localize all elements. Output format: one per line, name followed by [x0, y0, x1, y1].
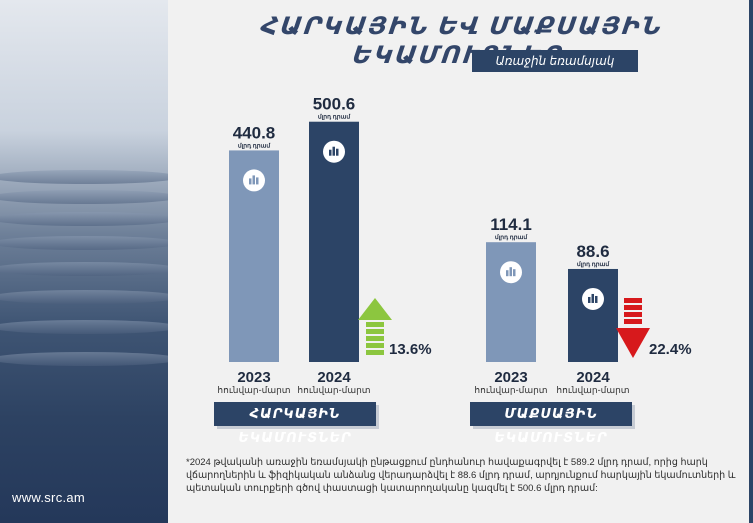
- change-percent: 22.4%: [649, 341, 692, 358]
- down-arrow-segment: [624, 319, 642, 324]
- value-label: 114.1: [490, 215, 532, 234]
- unit-label: մլրդ դրամ: [238, 142, 271, 149]
- right-border: [749, 0, 753, 523]
- chart-icon-bar: [336, 148, 339, 156]
- chart-icon-bar: [329, 149, 332, 156]
- period-sub-label: հունվար-մարտ: [217, 385, 290, 395]
- up-arrow-icon: [358, 298, 392, 320]
- chart-icon-bar: [513, 269, 516, 277]
- chart-icon-bar: [595, 295, 598, 303]
- change-percent: 13.6%: [389, 341, 432, 358]
- customs-revenue-label: ՄԱՔՍԱՅԻՆ ԵԿԱՄՈՒՏՆԵՐ: [470, 402, 632, 445]
- period-sub-label: հունվար-մարտ: [297, 385, 370, 395]
- chart-icon-bar: [256, 177, 259, 185]
- up-arrow-segment: [366, 343, 384, 348]
- value-label: 440.8: [233, 123, 276, 142]
- chart-icon-bar: [506, 270, 509, 277]
- coin-stack-image: [0, 320, 168, 334]
- down-arrow-icon: [616, 328, 650, 358]
- chart-icon-bar: [332, 146, 335, 156]
- up-arrow-segment: [366, 350, 384, 355]
- up-arrow-segment: [366, 336, 384, 341]
- value-label: 500.6: [313, 95, 356, 114]
- value-label: 88.6: [576, 242, 609, 261]
- footnote: *2024 թվականի առաջին եռամսյակի ընթացքում…: [186, 457, 736, 494]
- unit-label: մլրդ դրամ: [318, 114, 351, 121]
- coin-stack-image: [0, 352, 168, 366]
- coin-stack-image: [0, 290, 168, 304]
- coin-stack-image: [0, 190, 168, 204]
- down-arrow-segment: [624, 298, 642, 303]
- bar-1-2024: [568, 268, 618, 362]
- up-arrow-segment: [366, 322, 384, 327]
- period-sub-label: հունվար-մարտ: [556, 385, 629, 395]
- bar-1-2023: [486, 242, 536, 362]
- chart-icon-bar: [591, 293, 594, 303]
- down-arrow-segment: [624, 312, 642, 317]
- coin-stack-image: [0, 212, 168, 226]
- year-label: 2024: [576, 369, 610, 386]
- chart-icon-bar: [588, 296, 591, 303]
- year-label: 2024: [317, 369, 351, 386]
- year-label: 2023: [237, 369, 270, 386]
- chart-icon-bar: [252, 175, 255, 185]
- up-arrow-segment: [366, 329, 384, 334]
- coin-stack-image: [0, 262, 168, 276]
- chart-icon-bar: [249, 178, 252, 185]
- website-url[interactable]: www.src.am: [12, 490, 86, 505]
- chart-icon-bar: [509, 267, 512, 277]
- tax-revenue-label: ՀԱՐԿԱՅԻՆ ԵԿԱՄՈՒՏՆԵՐ: [214, 402, 376, 445]
- unit-label: մլրդ դրամ: [495, 234, 528, 241]
- year-label: 2023: [494, 369, 527, 386]
- period-sub-label: հունվար-մարտ: [474, 385, 547, 395]
- coin-stack-image: [0, 170, 168, 184]
- background-panel: www.src.am: [0, 0, 168, 523]
- down-arrow-segment: [624, 305, 642, 310]
- period-label: Առաջին եռամսյակ: [472, 50, 638, 72]
- unit-label: մլրդ դրամ: [577, 261, 610, 268]
- coin-stack-image: [0, 236, 168, 250]
